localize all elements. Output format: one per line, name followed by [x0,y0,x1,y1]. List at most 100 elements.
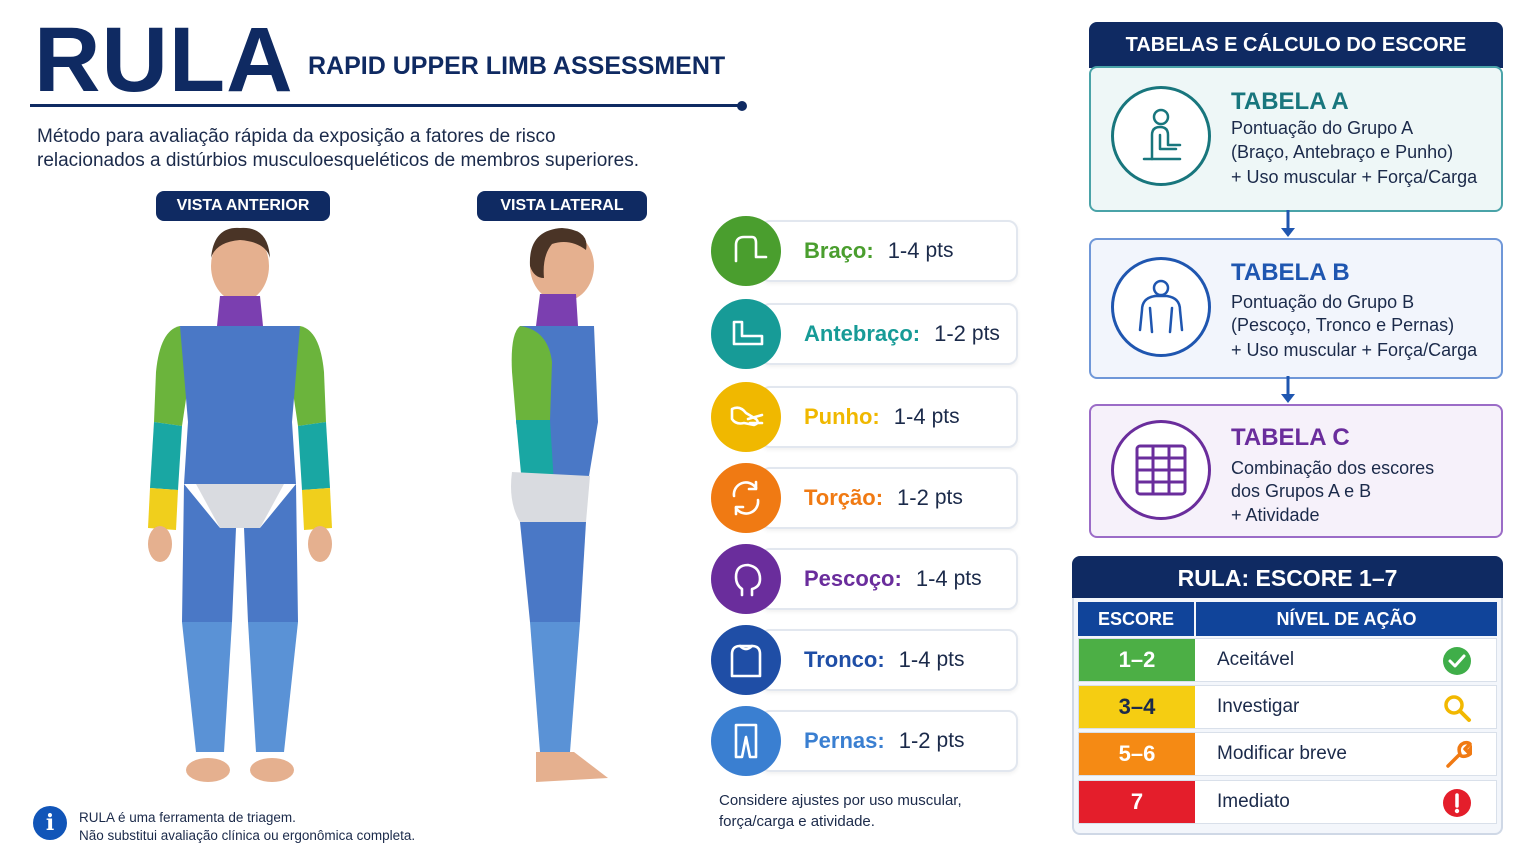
scale-name: Braço: [804,238,874,263]
note-line-1: Considere ajustes por uso muscular, [719,792,962,809]
scale-text: Pernas: 1-2 pts [804,712,965,770]
arrow-a-to-b-icon [1281,210,1295,237]
lateral-leg-region [530,622,580,752]
table-b-line-3: + Uso muscular + Força/Carga [1231,340,1478,360]
legs-icon [711,706,781,776]
lateral-thigh [520,522,586,622]
rotation-icon [711,463,781,533]
action-column-header: NÍVEL DE AÇÃO [1196,602,1497,636]
wrist-icon [711,382,781,452]
table-c-line-2: dos Grupos A e B [1231,481,1372,501]
scale-item: Braço: 1-4 pts [760,220,1018,282]
score-range: 5–6 [1079,733,1195,775]
anterior-left-thigh [182,484,236,622]
scale-unit: pts [925,239,954,262]
table-a-title: TABELA A [1231,88,1349,115]
footer-line-1: RULA é uma ferramenta de triagem. [79,810,296,825]
score-range: 7 [1079,781,1195,823]
seated-worker-icon [1111,86,1211,186]
title-divider [30,104,742,107]
table-c-title: TABELA C [1231,424,1350,451]
scale-text: Tronco: 1-4 pts [804,631,964,689]
anterior-left-leg-region [182,622,232,752]
table-a-line-3: + Uso muscular + Força/Carga [1231,167,1478,187]
forearm-icon [711,299,781,369]
anterior-trunk-region [180,326,300,484]
scale-text: Braço: 1-4 pts [804,222,954,280]
magnifier-icon [1444,695,1471,722]
anterior-hair [211,227,270,258]
action-level: Modificar breve [1217,743,1347,764]
page-subtitle: RAPID UPPER LIMB ASSESSMENT [308,52,726,80]
score-row: 5–6 Modificar breve [1078,732,1497,776]
scale-value: 1-2 [897,485,929,510]
footer-line-2: Não substitui avaliação clínica ou ergon… [79,828,416,843]
scale-unit: pts [971,322,1000,345]
lateral-forearm-region [516,420,554,484]
table-c-line-3: + Atividade [1231,505,1320,525]
scale-item: Tronco: 1-4 pts [760,629,1018,691]
score-row: 1–2 Aceitável [1078,638,1497,682]
anterior-left-foot [186,758,230,782]
scale-value: 1-4 [893,404,926,429]
table-b-line-2: (Pescoço, Tronco e Pernas) [1231,315,1455,335]
anterior-left-hand [148,526,172,562]
grid-table-icon [1111,420,1211,520]
score-column-header: ESCORE [1078,602,1194,636]
table-b-card: TABELA B Pontuação do Grupo B (Pescoço, … [1089,238,1503,379]
body-figure-anterior [148,227,332,782]
scale-name: Pescoço: [804,566,902,591]
arm-icon [711,216,781,286]
score-range: 3–4 [1079,686,1195,728]
table-c-card: TABELA C Combinação dos escores dos Grup… [1089,404,1503,538]
scale-name: Tronco: [804,647,885,672]
lateral-hair [529,228,587,278]
arrow-b-to-c-icon [1281,376,1295,403]
scale-unit: pts [936,648,965,671]
title-divider-dot [737,101,747,111]
intro-line-2: relacionados a distúrbios musculoesquelé… [37,150,639,171]
anterior-right-arm-region [290,326,326,426]
scale-name: Torção: [804,485,884,510]
action-level: Imediato [1217,791,1290,812]
anterior-head [211,230,269,302]
scale-value: 1-2 [934,321,966,346]
scale-item: Pernas: 1-2 pts [760,710,1018,772]
neck-icon [711,544,781,614]
lateral-briefs [511,472,590,522]
scale-item: Pescoço: 1-4 pts [760,548,1018,610]
scale-text: Antebraço: 1-2 pts [804,305,1000,363]
anterior-right-thigh [244,484,298,622]
action-level: Aceitável [1217,649,1295,670]
table-a-card: TABELA A Pontuação do Grupo A (Braço, An… [1089,66,1503,212]
score-range: 1–2 [1079,639,1195,681]
score-row: 3–4 Investigar [1078,685,1497,729]
anterior-neck-region [217,296,263,326]
intro-text: Método para avaliação rápida da exposiçã… [37,125,717,173]
anterior-right-wrist-region [302,488,332,530]
scale-name: Punho: [804,404,880,429]
scale-item: Torção: 1-2 pts [760,467,1018,529]
lateral-arm-region [511,326,552,420]
torso-icon [1111,257,1211,357]
scale-value: 1-2 [898,728,931,753]
note-line-2: força/carga e atividade. [719,813,875,830]
anterior-right-forearm-region [298,422,330,490]
table-c-line-1: Combinação dos escores [1231,458,1435,478]
footer-disclaimer: RULA é uma ferramenta de triagem. Não su… [79,809,415,845]
scale-value: 1-4 [898,647,931,672]
info-icon: i [33,806,67,840]
scale-item: Antebraço: 1-2 pts [760,303,1018,365]
wrench-icon [1446,740,1472,768]
anterior-left-forearm-region [150,422,182,490]
intro-line-1: Método para avaliação rápida da exposiçã… [37,126,556,147]
anterior-right-foot [250,758,294,782]
body-figure-lateral [511,228,608,782]
score-row: 7 Imediato [1078,780,1497,824]
scale-text: Pescoço: 1-4 pts [804,550,982,608]
anterior-right-leg-region [248,622,298,752]
scale-text: Torção: 1-2 pts [804,469,963,527]
scale-name: Pernas: [804,728,885,753]
view-label-anterior: VISTA ANTERIOR [156,191,330,221]
lateral-foot [536,752,608,782]
